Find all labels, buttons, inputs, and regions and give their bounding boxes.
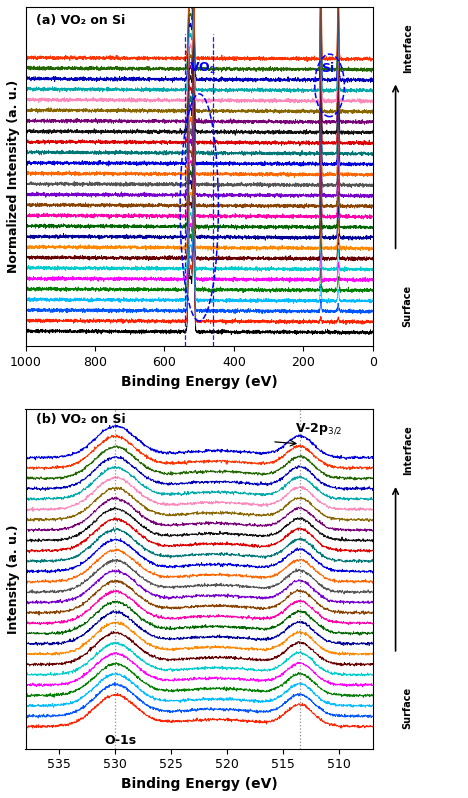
Text: Surface: Surface [403, 285, 413, 326]
Text: Si: Si [321, 62, 334, 75]
Text: Surface: Surface [403, 687, 413, 729]
Text: V-2p$_{3/2}$: V-2p$_{3/2}$ [294, 422, 342, 437]
Text: Interface: Interface [403, 23, 413, 73]
Text: (b) VO₂ on Si: (b) VO₂ on Si [36, 413, 125, 426]
Text: Interface: Interface [403, 425, 413, 475]
X-axis label: Binding Energy (eV): Binding Energy (eV) [121, 374, 278, 389]
Y-axis label: Normalized Intensity (a. u.): Normalized Intensity (a. u.) [7, 80, 20, 273]
Text: (a) VO₂ on Si: (a) VO₂ on Si [36, 14, 125, 26]
Y-axis label: Intensity (a. u.): Intensity (a. u.) [7, 524, 20, 634]
Text: VO$_2$: VO$_2$ [189, 61, 216, 76]
Text: O-1s: O-1s [104, 734, 136, 748]
X-axis label: Binding Energy (eV): Binding Energy (eV) [121, 777, 278, 791]
